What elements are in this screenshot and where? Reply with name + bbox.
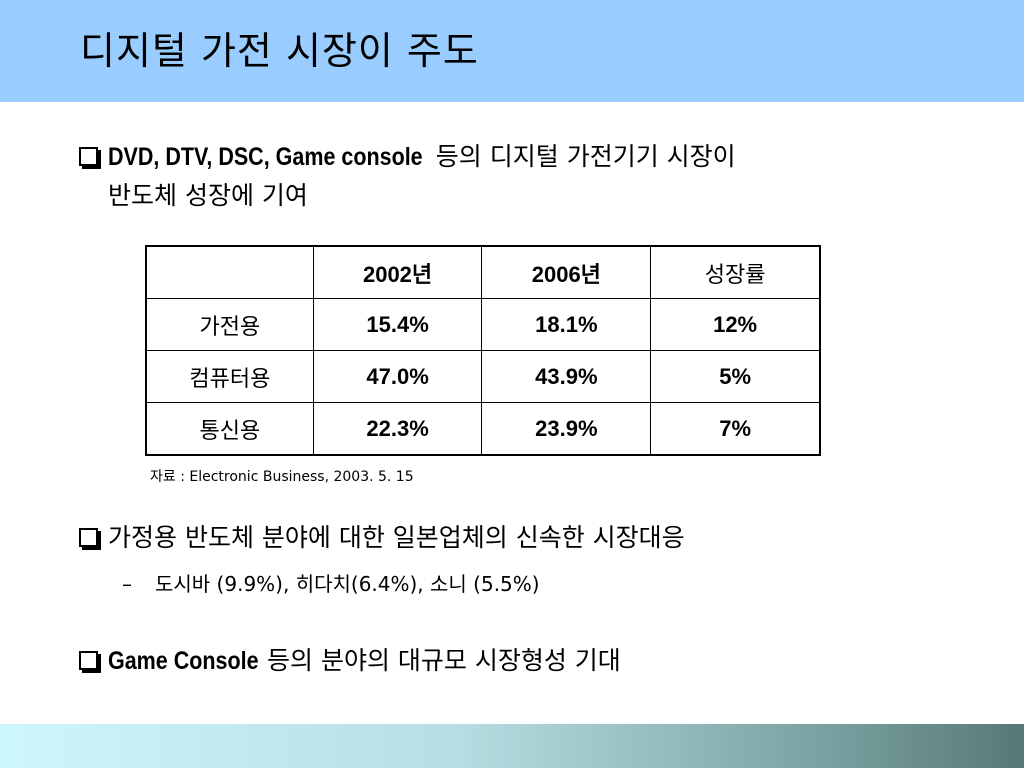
bullet-1: DVD, DTV, DSC, Game console 등의 디지털 가전기기 … — [108, 140, 736, 174]
bullet-1-text: 등의 디지털 가전기기 시장이 — [427, 142, 736, 171]
source-note: 자료 : Electronic Business, 2003. 5. 15 — [150, 469, 414, 485]
table-cell: 22.3% — [312, 402, 483, 456]
table-cell: 23.9% — [481, 402, 652, 456]
table-cell: 5% — [650, 350, 821, 403]
bottom-gradient-bar — [0, 724, 1024, 768]
table-header-cell: 2006년 — [481, 245, 652, 299]
table-cell: 12% — [650, 298, 821, 351]
table-header-cell: 성장률 — [650, 245, 821, 299]
sub-bullet-text: 도시바 (9.9%), 히다치(6.4%), 소니 (5.5%) — [155, 572, 540, 596]
bullet-2: 가정용 반도체 분야에 대한 일본업체의 신속한 시장대응 — [108, 523, 685, 552]
checkbox-bullet-icon — [79, 651, 98, 670]
table-cell: 15.4% — [312, 298, 483, 351]
sub-bullet-dash: – — [122, 572, 132, 596]
table-header-cell — [145, 245, 314, 299]
data-table: 2002년 2006년 성장률 가전용 15.4% 18.1% 12% 컴퓨터용… — [145, 245, 821, 456]
checkbox-bullet-icon — [79, 528, 98, 547]
slide-title: 디지털 가전 시장이 주도 — [80, 29, 479, 73]
table-cell: 43.9% — [481, 350, 652, 403]
table-row: 가전용 15.4% 18.1% 12% — [145, 298, 821, 351]
table-row-label: 가전용 — [145, 298, 314, 351]
table-header-cell: 2002년 — [312, 245, 483, 299]
bullet-3-text: 등의 분야의 대규모 시장형성 기대 — [259, 646, 621, 675]
table-header-row: 2002년 2006년 성장률 — [145, 245, 821, 299]
table-cell: 47.0% — [312, 350, 483, 403]
bullet-3-lead: Game Console — [108, 647, 259, 675]
table-row: 컴퓨터용 47.0% 43.9% 5% — [145, 350, 821, 403]
checkbox-bullet-icon — [79, 147, 98, 166]
bullet-3: Game Console 등의 분야의 대규모 시장형성 기대 — [108, 644, 621, 678]
bullet-1-lead: DVD, DTV, DSC, Game console — [108, 143, 423, 171]
title-bar: 디지털 가전 시장이 주도 — [0, 0, 1024, 102]
table-cell: 7% — [650, 402, 821, 456]
table-cell: 18.1% — [481, 298, 652, 351]
table-row-label: 통신용 — [145, 402, 314, 456]
table-row: 통신용 22.3% 23.9% 7% — [145, 402, 821, 456]
bullet-1-continuation: 반도체 성장에 기여 — [108, 181, 308, 210]
table-row-label: 컴퓨터용 — [145, 350, 314, 403]
